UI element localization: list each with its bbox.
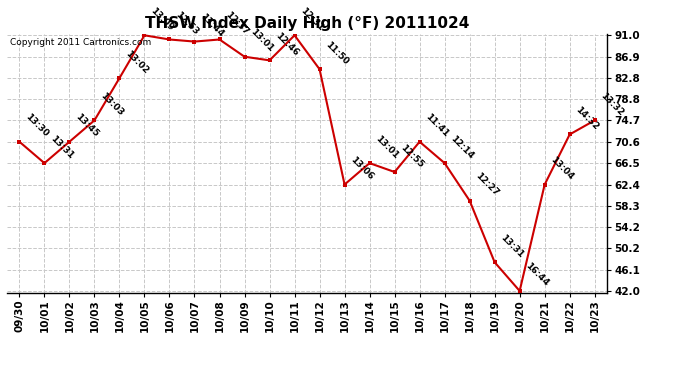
Text: 13:01: 13:01	[374, 134, 400, 160]
Text: Copyright 2011 Cartronics.com: Copyright 2011 Cartronics.com	[10, 38, 151, 46]
Text: 12:55: 12:55	[399, 142, 425, 169]
Text: 13:32: 13:32	[599, 91, 625, 118]
Text: 13:03: 13:03	[99, 91, 125, 118]
Text: 12:53: 12:53	[174, 10, 200, 37]
Text: 13:02: 13:02	[124, 49, 150, 75]
Text: 13:30: 13:30	[23, 112, 50, 139]
Text: 11:41: 11:41	[424, 112, 451, 139]
Text: 13:31: 13:31	[499, 233, 525, 260]
Text: 13:01: 13:01	[248, 27, 275, 54]
Text: 12:27: 12:27	[474, 171, 500, 198]
Text: 11:44: 11:44	[199, 12, 226, 39]
Text: 14:32: 14:32	[574, 105, 600, 132]
Title: THSW Index Daily High (°F) 20111024: THSW Index Daily High (°F) 20111024	[145, 16, 469, 31]
Text: 12:14: 12:14	[448, 134, 475, 160]
Text: 12:46: 12:46	[274, 31, 300, 58]
Text: 13:45: 13:45	[74, 112, 100, 139]
Text: 16:44: 16:44	[524, 261, 551, 288]
Text: 13:31: 13:31	[48, 134, 75, 160]
Text: 13:06: 13:06	[348, 155, 375, 182]
Text: 13:09: 13:09	[148, 6, 175, 33]
Text: 12:31: 12:31	[299, 6, 325, 33]
Text: 11:50: 11:50	[324, 40, 351, 66]
Text: 12:37: 12:37	[224, 10, 250, 37]
Text: 13:04: 13:04	[549, 155, 575, 182]
